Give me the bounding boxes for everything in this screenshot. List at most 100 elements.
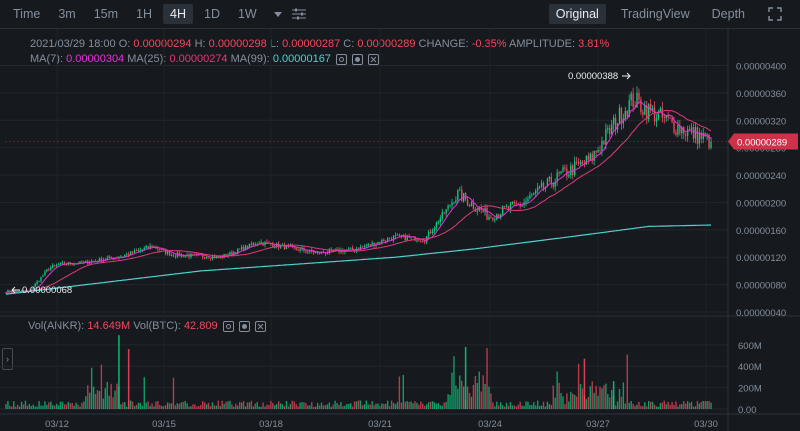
candle-body [365, 245, 367, 247]
close-icon[interactable] [254, 320, 266, 332]
candle-body [26, 291, 29, 292]
min-price-marker: 0.00000068 [22, 285, 72, 296]
view-original[interactable]: Original [548, 4, 606, 24]
volume-bar [129, 400, 132, 409]
candle-body [178, 252, 180, 257]
volume-bar [640, 405, 642, 409]
volume-bar [242, 401, 245, 409]
volume-bar [155, 401, 157, 409]
candle-body [461, 189, 463, 202]
gear-icon[interactable] [351, 53, 363, 65]
candle-body [149, 245, 151, 249]
candle-body [667, 115, 669, 118]
volume-bar [326, 404, 329, 409]
price-tick-label: 0.00000200 [736, 198, 786, 209]
volume-bar [346, 403, 348, 409]
timeframe-15m[interactable]: 15m [93, 7, 119, 21]
volume-bar [235, 403, 237, 409]
volume-bar [260, 406, 262, 409]
volume-bar [16, 404, 19, 409]
candle-body [420, 240, 422, 242]
fullscreen-icon[interactable] [768, 7, 782, 21]
candle-body [190, 253, 192, 257]
volume-bar [605, 383, 607, 409]
candle-body [558, 172, 560, 174]
candle-body [112, 257, 114, 259]
candle-body [338, 249, 340, 253]
volume-bar [38, 401, 40, 409]
volume-bar [75, 402, 77, 409]
candle-body [75, 263, 77, 265]
volume-bar [655, 406, 658, 409]
timeframe-time[interactable]: Time [13, 7, 41, 21]
volume-bar [262, 402, 264, 409]
volume-bar [211, 402, 214, 409]
volume-bar [683, 401, 685, 409]
candle-body [509, 203, 512, 210]
volume-bar [466, 386, 469, 409]
change-value: -0.35% [471, 38, 507, 50]
time-tick-label: 03/12 [45, 419, 69, 430]
candle-body [303, 248, 305, 252]
candle-body [418, 240, 420, 242]
volume-bar [233, 406, 235, 409]
candle-body [291, 245, 293, 247]
candle-body [488, 217, 490, 220]
view-depth[interactable]: Depth [711, 7, 745, 21]
expand-panel-handle[interactable]: › [2, 348, 13, 370]
candle-body [200, 254, 202, 256]
timeframe-1w[interactable]: 1W [237, 7, 257, 21]
candle-body [350, 247, 352, 249]
candle-body [108, 256, 110, 258]
volume-bar [630, 401, 632, 409]
candle-body [422, 241, 424, 242]
chevron-down-icon[interactable] [273, 11, 282, 17]
candle-body [462, 192, 465, 202]
candle-body [634, 106, 636, 108]
volume-bar [215, 405, 218, 409]
volume-bar [369, 404, 371, 409]
volume-bar [599, 386, 601, 409]
candle-body [20, 290, 23, 292]
candle-body [28, 290, 31, 292]
volume-bar [601, 388, 603, 409]
eye-icon[interactable] [335, 53, 347, 65]
volume-bar [151, 403, 153, 409]
volume-bar [513, 405, 515, 409]
volume-bar [55, 403, 58, 409]
settings-sliders-icon[interactable] [291, 8, 306, 20]
timeframe-4h[interactable]: 4H [163, 4, 193, 24]
timeframe-3m[interactable]: 3m [58, 7, 76, 21]
volume-bar [490, 393, 492, 409]
volume-bar [527, 401, 529, 409]
candle-body [406, 236, 408, 241]
eye-icon[interactable] [222, 320, 234, 332]
candle-body [124, 255, 126, 257]
volume-bar [685, 403, 687, 409]
volume-bar [203, 402, 206, 409]
close-icon[interactable] [367, 53, 379, 65]
candle-body [694, 127, 697, 139]
volume-bar [511, 405, 514, 409]
gear-icon[interactable] [238, 320, 250, 332]
candle-body [595, 151, 597, 153]
timeframe-1d[interactable]: 1D [204, 7, 220, 21]
volume-bar [279, 403, 282, 409]
volume-bar [258, 406, 260, 409]
low-value: 0.00000287 [282, 38, 341, 50]
candle-body [690, 127, 693, 130]
candle-body [685, 134, 687, 136]
ma25-label: MA(25): [127, 53, 167, 65]
candle-body [110, 256, 112, 258]
volume-bar [209, 406, 212, 409]
candle-body [203, 257, 206, 259]
view-tradingview[interactable]: TradingView [620, 7, 690, 21]
volume-bar [77, 404, 79, 409]
volume-bar [143, 377, 145, 409]
timeframe-1h[interactable]: 1H [136, 7, 153, 21]
ma99-line [5, 224, 712, 295]
candle-body [129, 251, 132, 256]
volume-bar [632, 403, 634, 409]
ma7-label: MA(7): [30, 53, 63, 65]
candle-body [529, 195, 531, 199]
